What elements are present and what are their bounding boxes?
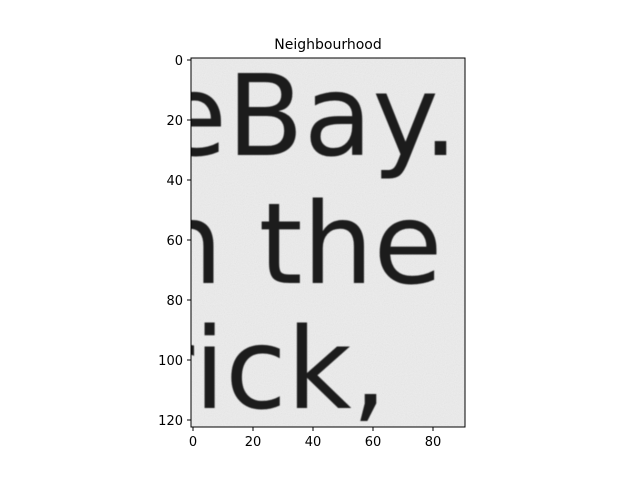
x-axis: 0 20 40 60 80: [189, 427, 441, 450]
y-tick-label-0: 0: [175, 54, 183, 69]
y-tick-label-60: 60: [166, 234, 183, 249]
image-text-line-1: eBay.: [158, 52, 458, 182]
x-tick-label-80: 80: [425, 435, 442, 450]
figure-title: Neighbourhood: [274, 37, 381, 53]
y-tick-label-20: 20: [166, 114, 183, 129]
image-area: eBay. n the rick,: [148, 52, 465, 435]
y-tick-label-100: 100: [158, 354, 183, 369]
y-axis: 0 20 40 60 80 100 120: [158, 54, 191, 429]
image-text-line-2: n the: [152, 180, 442, 310]
y-tick-label-80: 80: [166, 294, 183, 309]
image-text-line-3: rick,: [148, 305, 387, 435]
paper-background: [191, 58, 465, 427]
x-tick-label-20: 20: [245, 435, 262, 450]
y-tick-label-40: 40: [166, 174, 183, 189]
x-tick-label-40: 40: [305, 435, 322, 450]
axes-frame: [190, 57, 466, 428]
x-tick-label-60: 60: [365, 435, 382, 450]
y-tick-label-120: 120: [158, 414, 183, 429]
x-tick-label-0: 0: [189, 435, 197, 450]
